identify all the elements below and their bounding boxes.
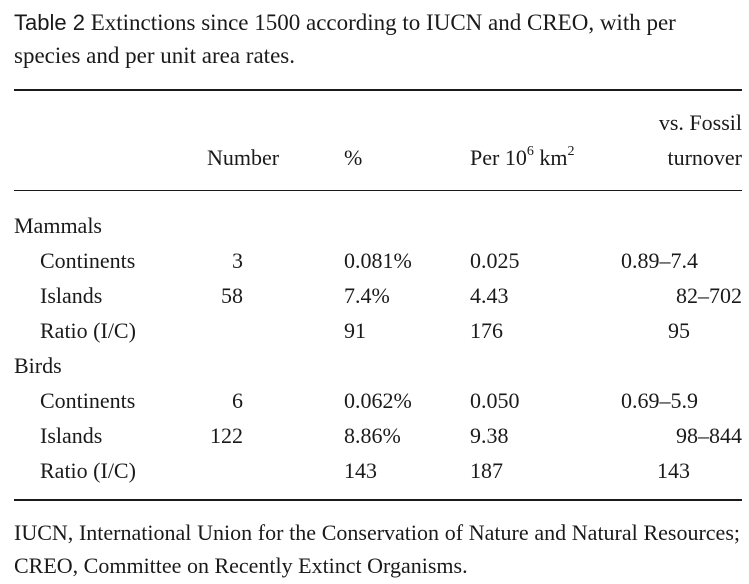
cell-per-area: 0.025 [470,248,520,273]
header-number: Number [207,145,280,170]
cell-percent: 0.062% [344,388,412,413]
cell-per-area: 176 [470,318,503,343]
cell-number: 6 [232,388,243,413]
header-percent: % [344,145,363,170]
header-fossil-line1: vs. Fossil [658,110,742,135]
header-per-area-exp: 6 [526,143,534,159]
row-label: Continents [40,388,136,413]
cell-percent: 0.081% [344,248,412,273]
group-label: Mammals [14,213,102,238]
header-per-area-unit: km [539,145,568,170]
cell-per-area: 9.38 [470,423,509,448]
cell-number: 3 [232,248,243,273]
cell-percent: 143 [344,458,377,483]
header-rule [14,190,742,191]
header-per-area-base: Per 10 [470,145,527,170]
cell-percent: 7.4% [344,283,390,308]
cell-fossil: 0.89–7.4 [621,248,698,273]
header-per-area: Per 106 km2 [470,143,574,173]
cell-fossil: 98–844 [676,423,742,448]
cell-per-area: 0.050 [470,388,520,413]
row-label: Islands [40,423,103,448]
cell-fossil: 95 [668,318,690,343]
row-label: Ratio (I/C) [40,318,136,343]
top-rule [14,89,742,91]
cell-fossil: 143 [657,458,690,483]
table-label: Table 2 [14,10,85,35]
cell-per-area: 187 [470,458,503,483]
group-label: Birds [14,353,62,378]
cell-number: 122 [210,423,243,448]
table-caption: Table 2 Extinctions since 1500 according… [14,6,739,72]
cell-percent: 91 [344,318,366,343]
row-label: Islands [40,283,103,308]
cell-number: 58 [221,283,243,308]
cell-per-area: 4.43 [470,283,509,308]
row-label: Continents [40,248,136,273]
caption-text: Extinctions since 1500 according to IUCN… [14,10,676,68]
cell-percent: 8.86% [344,423,401,448]
table-footnote: IUCN, International Union for the Conser… [14,520,740,578]
cell-fossil: 82–702 [676,283,742,308]
bottom-rule [14,499,742,501]
header-per-area-unit-exp: 2 [567,143,575,159]
header-fossil-line2: turnover [667,145,742,170]
cell-fossil: 0.69–5.9 [621,388,698,413]
row-label: Ratio (I/C) [40,458,136,483]
